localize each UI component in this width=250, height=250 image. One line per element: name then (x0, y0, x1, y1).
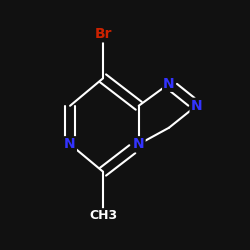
Text: N: N (64, 137, 76, 151)
Text: Br: Br (94, 27, 112, 41)
Text: CH3: CH3 (89, 209, 117, 222)
Text: N: N (133, 137, 144, 151)
Text: N: N (190, 99, 202, 113)
Text: N: N (163, 77, 175, 91)
